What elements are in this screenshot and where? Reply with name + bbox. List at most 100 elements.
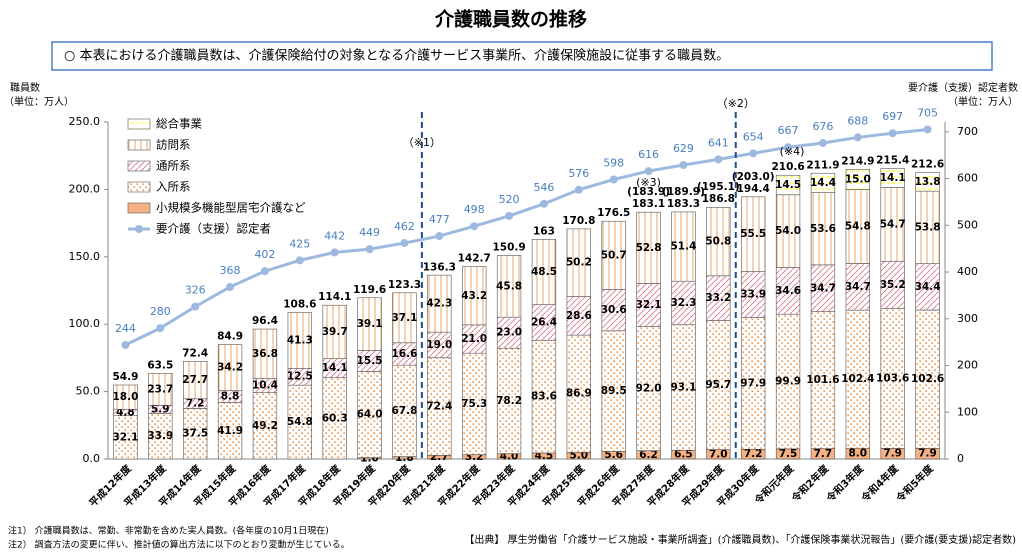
line-point [679,161,688,170]
bar-segment [601,220,626,290]
total-label: 84.9 [217,331,243,343]
line-label: 520 [499,193,520,206]
value-label: 53.8 [915,221,941,233]
total-label: 123.3 [388,279,421,291]
value-label: 43.2 [461,290,487,302]
legend-swatch [127,202,151,214]
legend-label: 訪問系 [156,138,191,152]
value-label: 13.8 [915,176,941,188]
value-label: 23.7 [147,383,173,395]
total-label: 211.9 [806,159,839,171]
value-label: 52.8 [636,242,662,254]
value-label: 7.2 [186,398,205,410]
value-label: 34.7 [810,282,836,294]
line-point [260,267,269,276]
y-tick-label: 150.0 [69,250,101,263]
bar-segment [636,211,661,284]
line-label: 641 [708,136,729,149]
line-point [853,133,862,142]
value-label: 39.7 [322,326,348,338]
total-label: 142.7 [458,253,491,265]
line-label: 368 [220,264,241,277]
bar-segment [845,169,870,190]
y-tick-label: 50.0 [76,385,101,398]
value-label: 23.0 [496,327,522,339]
line-label: 654 [743,130,764,143]
value-label: 18.0 [112,391,138,403]
value-label: 14.4 [810,177,836,189]
value-label: 15.0 [845,173,871,185]
value-label: 30.6 [601,304,627,316]
value-label: 5.6 [604,449,623,461]
value-label: 50.2 [566,257,592,269]
bar-segment [706,207,731,277]
value-label: 7.9 [918,448,937,460]
line-point [888,129,897,138]
source: 【出典】 厚生労働省「介護サービス施設・事業所調査」(介護職員数)、「介護保険事… [464,533,1016,546]
y2-tick-label: 200 [957,359,978,372]
value-label: 21.0 [461,333,487,345]
value-label: 54.8 [845,220,871,232]
note-mark: (※4) [780,145,805,158]
bar-segment [741,196,766,272]
bar-segment [566,228,591,297]
value-label: 19.0 [426,339,452,351]
total-label: 210.6 [771,161,804,173]
legend-label: 要介護（支援）認定者 [156,222,271,236]
total-label: 114.1 [318,291,351,303]
value-label: 34.6 [775,285,801,297]
value-label: 8.0 [849,448,868,460]
alt-total-label: (203.0) [732,171,775,183]
bar-segment [148,373,173,406]
line-label: 326 [185,284,206,297]
line-point [784,143,793,152]
value-label: 33.9 [147,430,173,442]
y-label: （単位：万人） [4,95,74,108]
line-label: 697 [882,110,903,123]
bar-segment [392,292,417,344]
value-label: 97.9 [740,377,766,389]
value-label: 15.5 [357,355,383,367]
value-label: 54.0 [775,225,801,237]
y-tick-label: 200.0 [69,182,101,195]
line-label: 449 [359,226,380,239]
total-label: 63.5 [147,359,173,371]
total-label: 163 [533,225,555,237]
line-label: 280 [150,305,171,318]
line-point [574,185,583,194]
line-point [226,282,235,291]
bar-segment [252,328,278,379]
total-label: 215.4 [876,155,909,167]
line [124,127,928,347]
x-tick-label: 令和5年度 [893,461,937,505]
bar-segment [462,266,487,326]
line-label: 402 [254,248,275,261]
value-label: 28.6 [566,310,592,322]
value-label: 42.3 [426,298,452,310]
value-label: 12.5 [287,371,313,383]
value-label: 54.8 [287,416,313,428]
value-label: 7.0 [709,448,728,460]
total-label: 136.3 [423,261,456,273]
value-label: 78.2 [496,395,522,407]
legend-label: 入所系 [156,180,191,194]
line-label: 442 [324,229,345,242]
line-label: 477 [429,213,450,226]
y2-tick-label: 300 [957,312,978,325]
value-label: 95.7 [705,379,731,391]
value-label: 53.6 [810,223,836,235]
note-mark: （※1） [403,136,441,149]
line-point [609,175,618,184]
value-label: 72.4 [426,401,452,413]
value-label: 49.2 [252,420,278,432]
value-label: 8.8 [221,391,240,403]
value-label: 93.1 [670,381,696,393]
value-label: 6.2 [639,449,658,461]
total-label: 108.6 [283,299,316,311]
note-mark: (※3) [636,176,661,189]
legend-swatch [127,181,151,193]
value-label: 14.1 [880,172,906,184]
bar-segment [287,312,312,369]
value-label: 64.0 [357,409,383,421]
line-label: 498 [464,203,485,216]
